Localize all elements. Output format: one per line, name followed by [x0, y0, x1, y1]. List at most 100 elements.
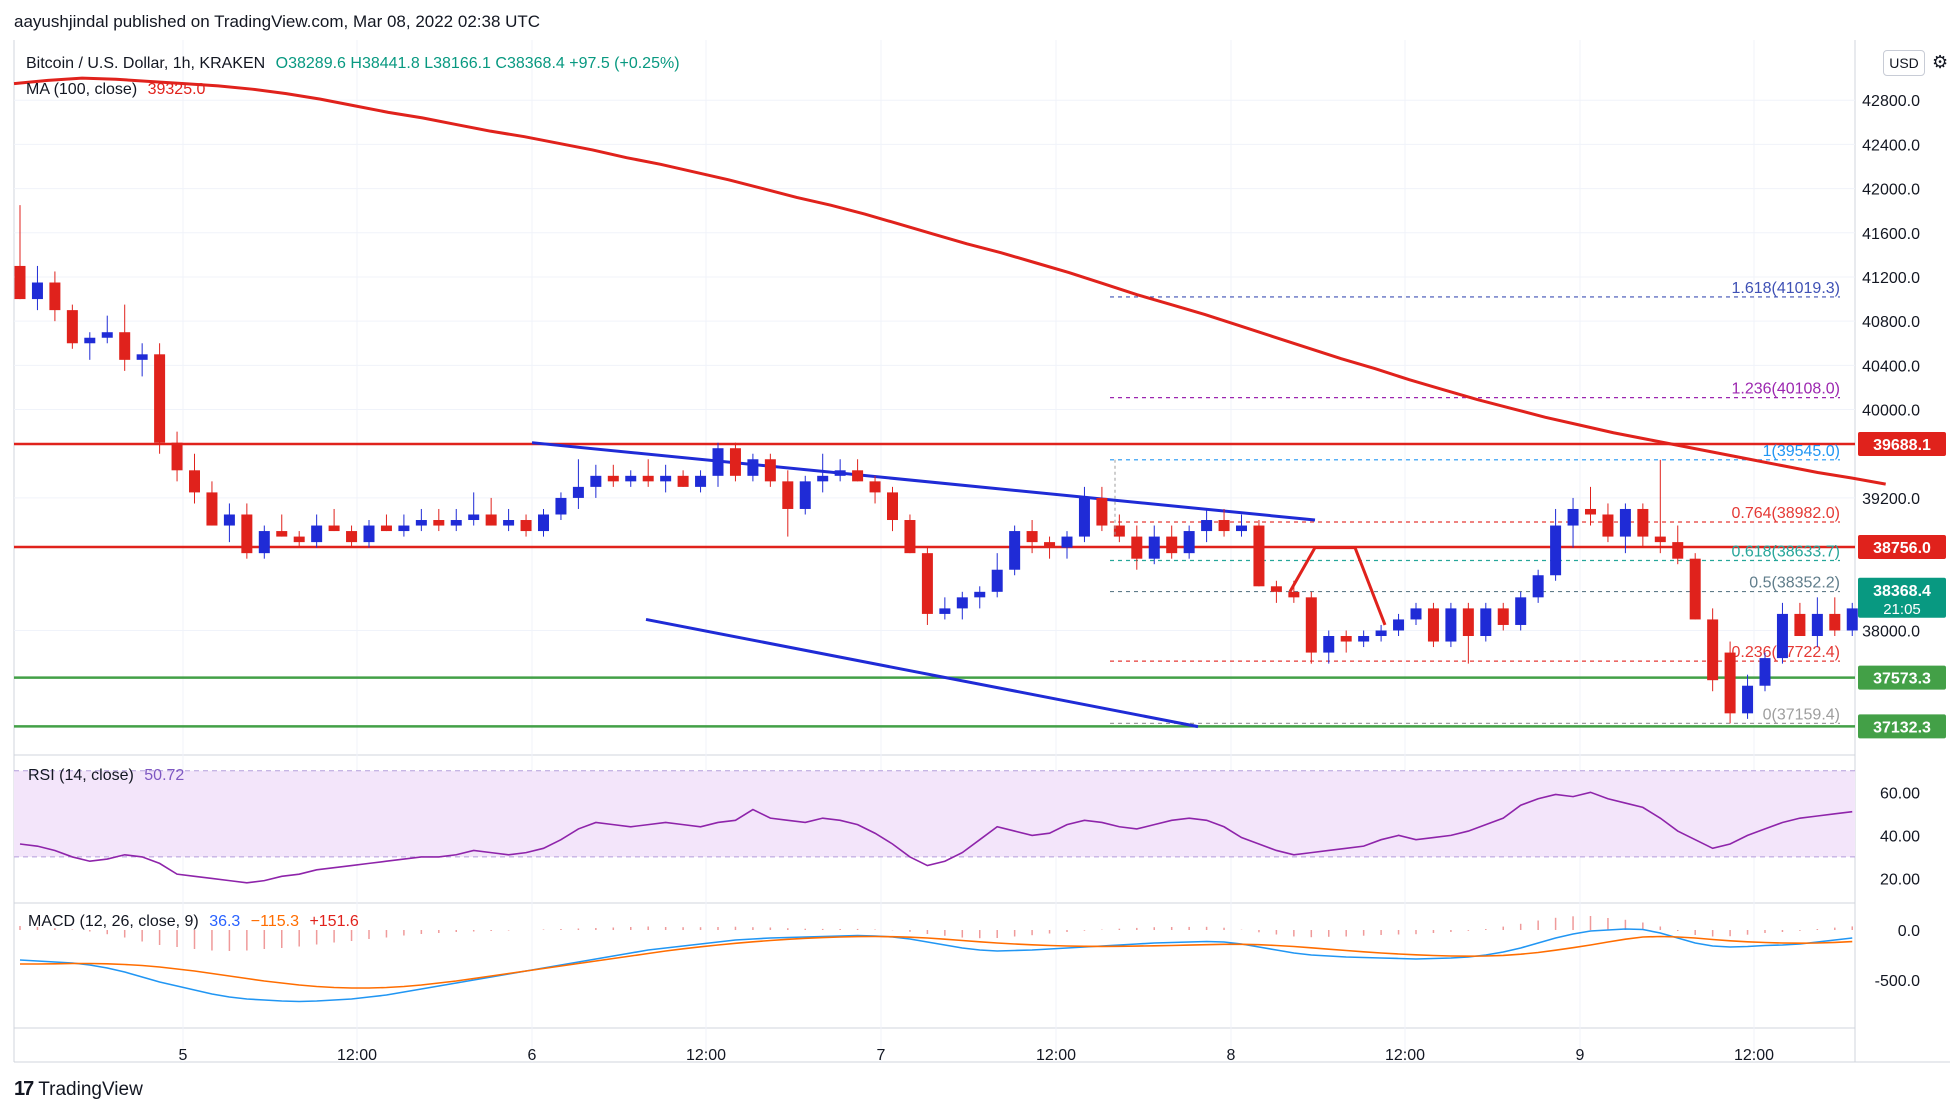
candle-body [171, 442, 183, 471]
fib-level-label: 1.236(40108.0) [1731, 381, 1840, 398]
candle [939, 597, 951, 620]
price-tick-label: 41200.0 [1862, 270, 1920, 287]
candle-body [1410, 608, 1422, 620]
candle-body [293, 536, 305, 543]
candle-body [328, 525, 340, 532]
candle [1497, 602, 1509, 631]
rsi-line [19, 791, 1853, 884]
upper-trendline [531, 441, 1316, 522]
candle [1009, 525, 1021, 576]
price-label-text: 38368.4 [1873, 583, 1931, 600]
candle-body [119, 332, 131, 360]
ma-value: 39325.0 [147, 81, 206, 98]
candle [1201, 508, 1213, 543]
symbol-legend: Bitcoin / U.S. Dollar, 1h, KRAKEN O38289… [26, 55, 680, 73]
candle [974, 586, 986, 609]
candle [1323, 630, 1335, 664]
fib-level-label: 1(39545.0) [1763, 443, 1840, 460]
candle [1044, 536, 1056, 559]
candle [607, 464, 619, 487]
price-label-box [1858, 577, 1946, 618]
ma-legend: MA (100, close) 39325.0 [26, 81, 205, 99]
candle [1131, 525, 1143, 570]
rsi-tick-label: 20.00 [1880, 871, 1920, 888]
price-label-text: 37573.3 [1873, 671, 1931, 688]
candle [1375, 624, 1387, 642]
x-tick-label: 5 [179, 1047, 188, 1064]
candle-body [695, 475, 707, 487]
candle-body [450, 520, 462, 526]
candle [1811, 597, 1823, 648]
candle [1776, 602, 1788, 664]
candle-body [276, 531, 288, 537]
candle-body [415, 520, 427, 526]
macd-signal-line [20, 935, 1853, 989]
candle [311, 514, 323, 548]
candle-body [1270, 586, 1282, 592]
macd-tick-label: 0.0 [1898, 923, 1920, 940]
x-tick-label: 12:00 [1385, 1047, 1425, 1064]
candle-body [1637, 508, 1649, 537]
candle-body [1811, 613, 1823, 637]
x-tick-label: 7 [877, 1047, 886, 1064]
candle [1480, 602, 1492, 642]
price-label-box [1858, 534, 1946, 559]
macd-value: 36.3 [209, 913, 241, 930]
candle-body [1672, 542, 1684, 559]
candle-body [1044, 542, 1056, 548]
candle [1515, 591, 1527, 631]
candle-body [520, 520, 532, 532]
candle [258, 525, 270, 559]
macd-line [19, 928, 1853, 1003]
currency-button[interactable]: USD [1883, 50, 1925, 76]
candle [869, 475, 881, 504]
candle-body [1724, 652, 1736, 714]
candle-body [241, 514, 253, 554]
candle [485, 497, 497, 526]
candle-body [921, 553, 933, 614]
tradingview-brand[interactable]: 17 TradingView [14, 1078, 143, 1101]
macd-legend: MACD (12, 26, close, 9) 36.3 −115.3 +151… [28, 913, 359, 931]
candle [154, 343, 166, 454]
rsi-tick-label: 40.00 [1880, 828, 1920, 845]
macd-hist-value: +151.6 [309, 913, 359, 930]
candle-body [1131, 536, 1143, 559]
candle-body [1707, 619, 1719, 681]
candle-body [852, 470, 864, 482]
rsi-label: RSI (14, close) [28, 767, 134, 784]
candle-body [869, 481, 881, 493]
candle-body [433, 520, 445, 526]
candle-body [1462, 608, 1474, 637]
candle [503, 508, 515, 532]
price-tick-label: 40000.0 [1862, 403, 1920, 420]
ohlc-values: O38289.6 H38441.8 L38166.1 C38368.4 +97.… [275, 55, 680, 72]
candle-body [1113, 525, 1125, 537]
candle-body [49, 282, 61, 311]
candle [904, 514, 916, 554]
candle [1707, 608, 1719, 692]
price-label-box [1858, 432, 1946, 457]
candle [450, 508, 462, 532]
x-tick-label: 9 [1576, 1047, 1585, 1064]
candle [14, 205, 26, 300]
candle [555, 492, 567, 521]
candle [1218, 508, 1230, 537]
price-label-box [1858, 665, 1946, 690]
ma-label: MA (100, close) [26, 81, 138, 98]
candle [136, 343, 148, 377]
candle-body [258, 531, 270, 554]
gear-icon[interactable]: ⚙ [1932, 52, 1949, 72]
candle [1358, 630, 1370, 648]
candle-body [887, 492, 898, 521]
candle [1619, 503, 1631, 554]
candle-body [1759, 658, 1771, 686]
candle-body [904, 520, 916, 554]
candle [1148, 525, 1160, 565]
candle [1078, 486, 1090, 543]
x-tick-label: 8 [1227, 1047, 1236, 1064]
candle-body [1567, 508, 1579, 526]
candle [1026, 520, 1038, 554]
candle [1759, 652, 1771, 692]
candle-body [1375, 630, 1387, 637]
